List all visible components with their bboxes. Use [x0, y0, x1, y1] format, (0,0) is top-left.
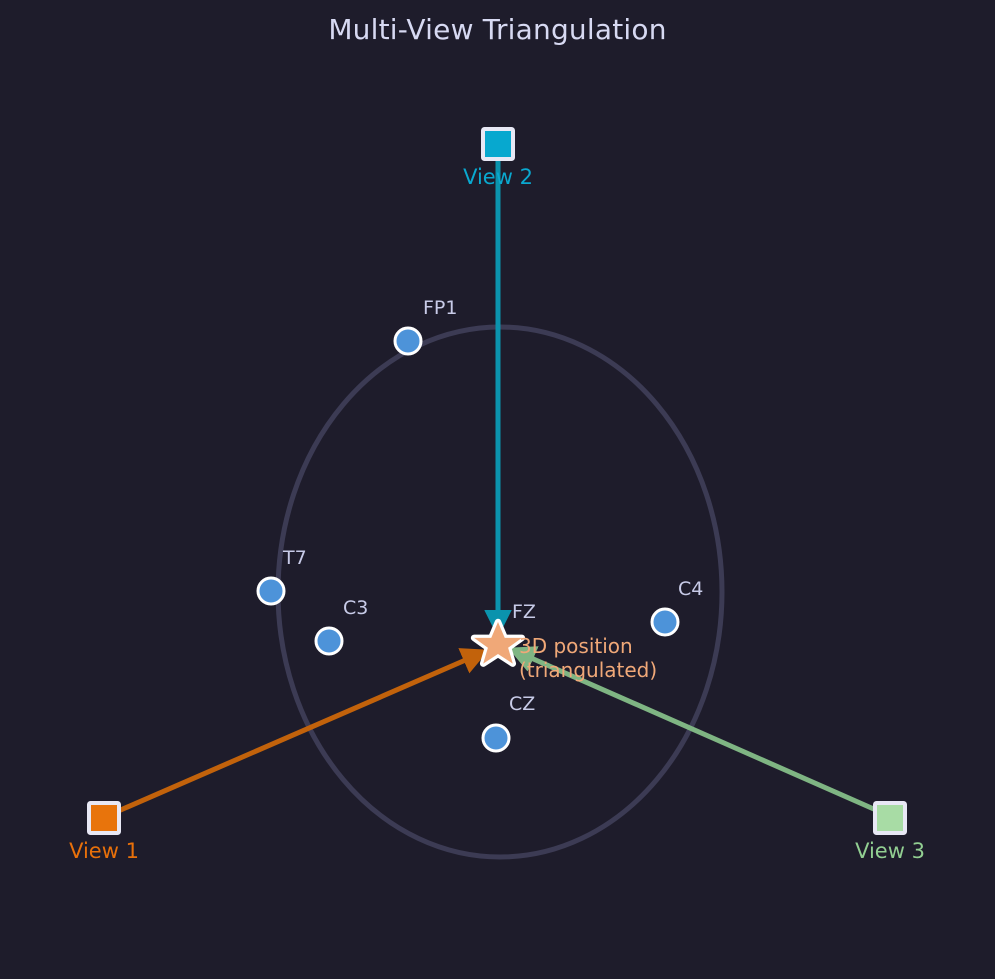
page-title: Multi-View Triangulation — [328, 13, 667, 46]
electrode-label-c3: C3 — [343, 597, 369, 619]
electrode-label-fz: FZ — [512, 601, 536, 623]
electrode-label-t7: T7 — [283, 547, 307, 569]
electrode-label-cz: CZ — [509, 693, 536, 715]
electrode-marker-cz[interactable] — [481, 723, 511, 753]
electrode-marker-t7[interactable] — [256, 576, 286, 606]
triangulated-position-label-line1: 3D position — [519, 634, 633, 658]
view-label-1: View 1 — [69, 839, 139, 863]
triangulated-position-marker[interactable] — [470, 618, 526, 667]
projection-rays — [115, 160, 878, 815]
view-marker-3[interactable] — [873, 801, 907, 835]
view-marker-2[interactable] — [481, 127, 515, 161]
electrode-label-fp1: FP1 — [423, 297, 458, 319]
triangulated-position-label-line2: (triangulated) — [519, 658, 658, 682]
star-icon-fill — [474, 622, 522, 664]
electrode-marker-fp1[interactable] — [393, 326, 423, 356]
electrode-marker-c4[interactable] — [650, 607, 680, 637]
electrode-marker-c3[interactable] — [314, 626, 344, 656]
view-label-2: View 2 — [463, 165, 533, 189]
view-marker-1[interactable] — [87, 801, 121, 835]
electrode-markers — [256, 326, 680, 753]
ray-view-3 — [507, 646, 878, 813]
view-markers — [87, 127, 907, 835]
view-label-3: View 3 — [855, 839, 925, 863]
electrode-label-c4: C4 — [678, 578, 704, 600]
ray-view-1 — [115, 648, 490, 815]
